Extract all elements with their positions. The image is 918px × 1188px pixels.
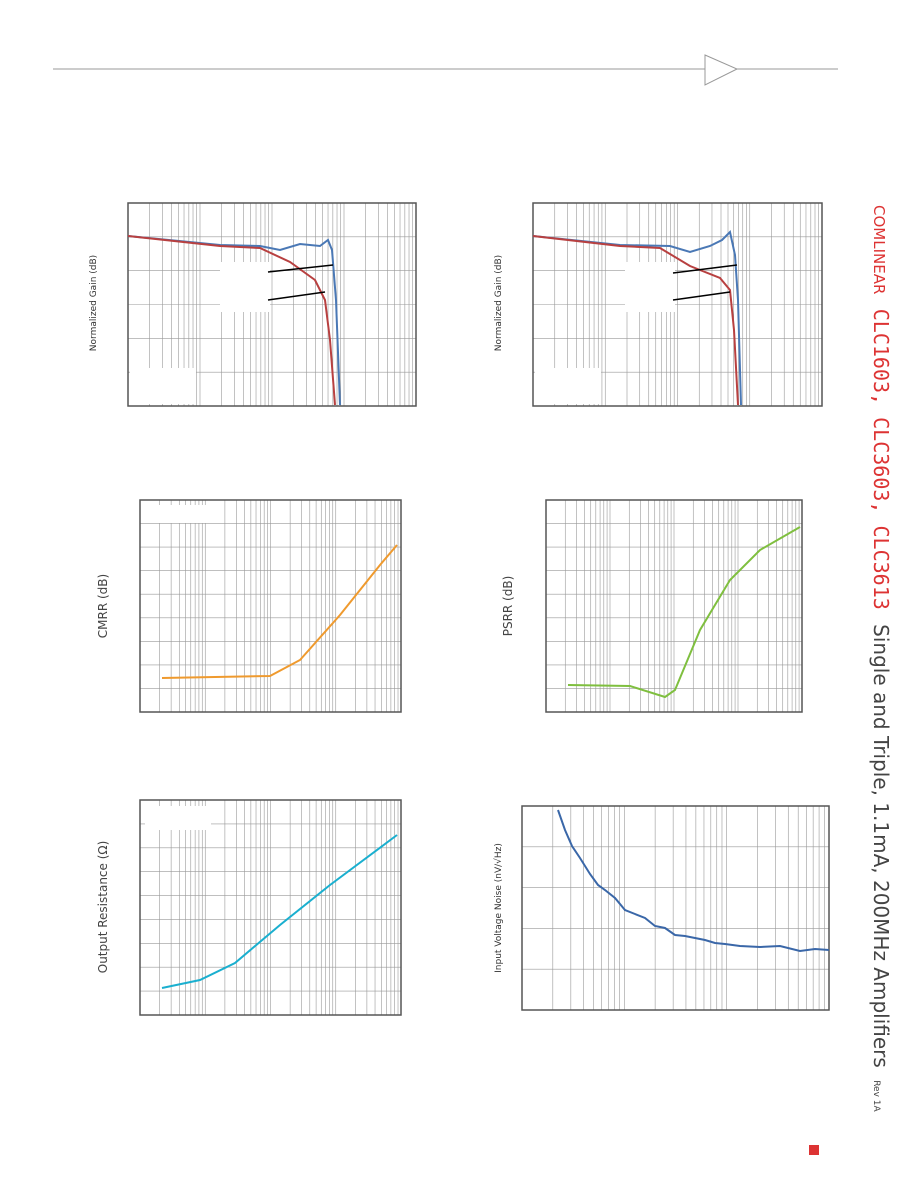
note-area (145, 505, 207, 523)
legend-area (220, 262, 270, 312)
curve (557, 809, 830, 953)
note-area (130, 368, 196, 404)
plot-frame (127, 202, 417, 407)
revision: Rev 1A (871, 1080, 881, 1112)
y-label: Input Voltage Noise (nV/√Hz) (493, 843, 504, 973)
part-numbers: CLC1603, CLC3603, CLC3613 (869, 309, 893, 610)
header-arrow (704, 54, 739, 86)
y-label: Output Resistance (Ω) (96, 841, 110, 974)
title-block: Comlinear CLC1603, CLC3603, CLC3613 Sing… (869, 205, 893, 1112)
legend-area (625, 262, 675, 312)
plot-frame (532, 202, 823, 407)
pointer (267, 291, 326, 301)
curve (127, 235, 336, 406)
plot-frame (139, 799, 402, 1016)
y-label: Normalized Gain (dB) (494, 255, 504, 351)
pointer (267, 264, 334, 273)
logo (809, 1145, 819, 1155)
note-area (535, 368, 601, 404)
pointer (672, 291, 731, 301)
curve (532, 235, 739, 406)
y-label: PSRR (dB) (501, 576, 515, 637)
plot-frame (139, 499, 402, 713)
brand: Comlinear (870, 205, 888, 294)
note-area (145, 806, 211, 830)
curve (532, 229, 742, 406)
curve (161, 834, 398, 989)
title-text: Single and Triple, 1.1mA, 200MHz Amplifi… (869, 624, 893, 1068)
title: Comlinear CLC1603, CLC3603, CLC3613 Sing… (869, 205, 893, 1112)
y-label: Normalized Gain (dB) (89, 255, 99, 351)
grids (127, 202, 830, 1016)
curve (161, 544, 398, 679)
curve (567, 526, 801, 699)
y-label: CMRR (dB) (96, 574, 110, 638)
plot-frame (545, 499, 803, 713)
plot-frame (521, 805, 830, 1011)
curve (127, 235, 341, 406)
pointer (672, 264, 738, 274)
